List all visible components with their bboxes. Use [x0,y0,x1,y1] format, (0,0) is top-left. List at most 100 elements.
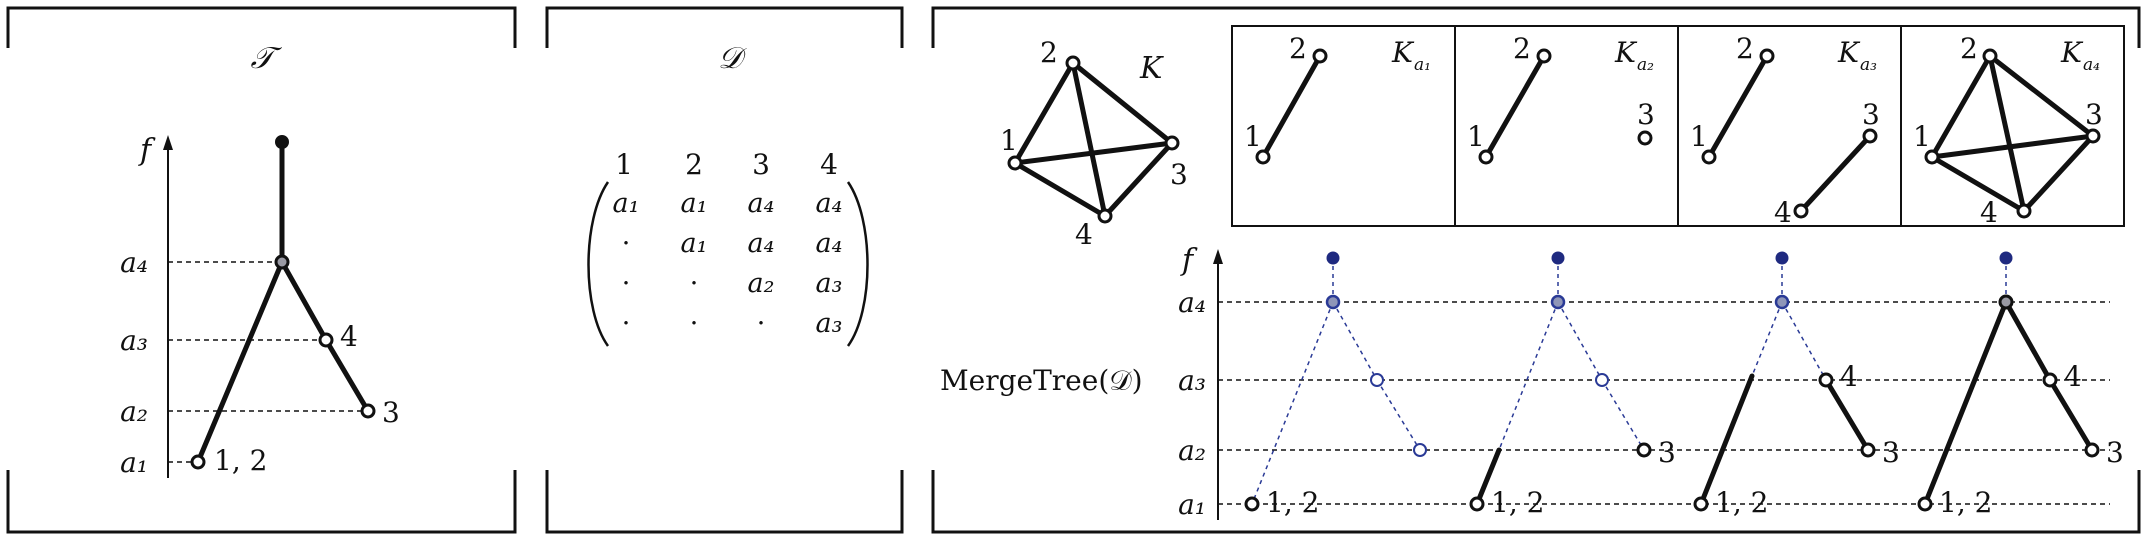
T-leaf-label-3: 3 [382,396,400,429]
t2-merge-node [1550,294,1566,310]
T-level-label-a4: a₄ [120,246,148,279]
panel-matrix-D: 𝒟 1 2 3 4 a₁ a₁ a₄ a₄ · a₁ a₄ a₄ · · a₂ … [545,6,904,534]
T-axis-label: f [138,133,156,168]
D-col-header-4: 4 [820,148,838,181]
Ka1-vertex-2 [1312,48,1328,64]
K-vertex-1 [1007,155,1023,171]
panel-K-bottom-bracket [931,470,2141,534]
T-axis-arrowhead [163,135,173,150]
D-col-header-3: 3 [752,148,770,181]
D-cell-3-3: a₂ [748,268,775,299]
merge-axis-label: f [1180,243,1198,278]
merge-tree-a1: 1, 2 [1244,251,1427,519]
t4-edge-4 [2003,299,2053,383]
t4-node-12 [1917,496,1933,512]
t1-node-3 [1413,443,1427,457]
t1-merge-node [1325,294,1341,310]
t2-edge-12-upper [1498,301,1559,451]
t2-node-4 [1595,373,1609,387]
D-cell-4-4: a₃ [816,308,843,339]
K-vertex-label-1: 1 [1000,124,1018,157]
K-edge-2-4 [1070,60,1108,219]
merge-level-label-a3: a₃ [1178,364,1206,397]
D-cell-2-1: · [622,228,631,259]
Ka1-label: K [1391,36,1415,69]
t4-node-4 [2042,372,2058,388]
Ka3-edge-1-2 [1706,53,1770,160]
t2-node-12 [1469,496,1485,512]
Ka4-edge-1-4 [1929,154,2027,214]
merge-level-label-a2: a₂ [1178,434,1206,467]
t3-label-12: 1, 2 [1715,486,1768,519]
t3-node-12 [1693,496,1709,512]
K-vertex-label-2: 2 [1040,36,1058,69]
D-cell-2-2: a₁ [681,228,708,259]
t3-node-4 [1818,372,1834,388]
t1-node-12 [1244,496,1260,512]
Ka4-edge-2-4 [1987,53,2027,214]
Ka3-vertex-2 [1759,48,1775,64]
Ka4-vertex-label-2: 2 [1960,32,1978,65]
panel-T-bottom-bracket [6,470,517,534]
D-cell-4-3: · [757,308,766,339]
t3-label-4: 4 [1840,360,1858,393]
Ka3-vertex-4 [1793,203,1809,219]
K-graph-label: K [1139,51,1164,86]
Ka1-subscript: a₁ [1414,55,1431,75]
K-a4-box [1900,25,2125,227]
t1-edge-3 [1376,379,1421,451]
Ka3-edge-3-4 [1798,133,1873,214]
t3-edge-12-lower [1698,373,1755,507]
merge-level-label-a4: a₄ [1178,286,1206,319]
D-cell-3-4: a₃ [816,268,843,299]
D-right-paren [846,181,869,347]
t2-label-3: 3 [1658,436,1676,469]
T-level-label-a1: a₁ [120,446,148,479]
K-vertex-4 [1097,208,1113,224]
K-vertex-label-3: 3 [1170,158,1188,191]
T-node-3 [360,403,376,419]
Ka2-vertex-label-3: 3 [1637,98,1655,131]
D-cell-1-3: a₄ [748,188,775,219]
K-edge-2-3 [1070,60,1175,146]
T-root-node [275,135,289,149]
t3-root-node [1775,251,1789,265]
T-edge-to-leaf-3 [323,337,371,414]
panel-K-top-bracket [931,6,2141,48]
Ka4-subscript: a₄ [2083,55,2100,75]
t4-edge-3 [2047,377,2095,453]
t4-label-3: 3 [2106,436,2124,469]
Ka1-vertex-1 [1255,149,1271,165]
t4-label-12: 1, 2 [1939,486,1992,519]
Ka2-edge-1-2 [1483,53,1547,160]
Ka1-vertex-label-1: 1 [1244,120,1262,153]
panel-D-top-bracket [545,6,904,48]
T-edge-to-leaf-12 [195,259,285,465]
T-leaf-label-4: 4 [340,320,358,353]
D-cell-2-4: a₄ [816,228,843,259]
K-edge-1-4 [1012,160,1108,219]
panel-D-title: 𝒟 [718,41,747,76]
panel-tree-T: 𝒯 f a₄ a₃ a₂ a₁ 4 3 1, 2 [6,6,517,534]
Ka4-edge-1-3 [1929,133,2096,160]
subgraph-K-a1: 2 1 K a₁ [1244,32,1431,165]
Ka4-edge-2-3 [1987,53,2096,139]
T-level-label-a2: a₂ [120,395,148,428]
merge-level-label-a1: a₁ [1178,488,1206,521]
merge-tree-a3: 4 3 1, 2 [1693,251,1900,519]
t1-edge-12 [1251,301,1334,505]
t3-merge-node [1774,294,1790,310]
t2-edge-4 [1557,301,1603,381]
Ka2-vertex-1 [1478,149,1494,165]
Ka3-vertex-label-2: 2 [1736,32,1754,65]
t4-edge-12 [1922,299,2009,507]
t3-edge-4-upper [1781,301,1827,381]
T-merge-node-a4 [274,254,290,270]
t3-edge-3 [1823,377,1871,453]
Ka4-edge-3-4 [2021,133,2096,214]
T-node-12 [190,454,206,470]
Ka4-edge-1-2 [1929,53,1993,160]
T-node-4 [318,332,334,348]
t4-label-4: 4 [2064,360,2082,393]
Ka2-label: K [1614,36,1638,69]
